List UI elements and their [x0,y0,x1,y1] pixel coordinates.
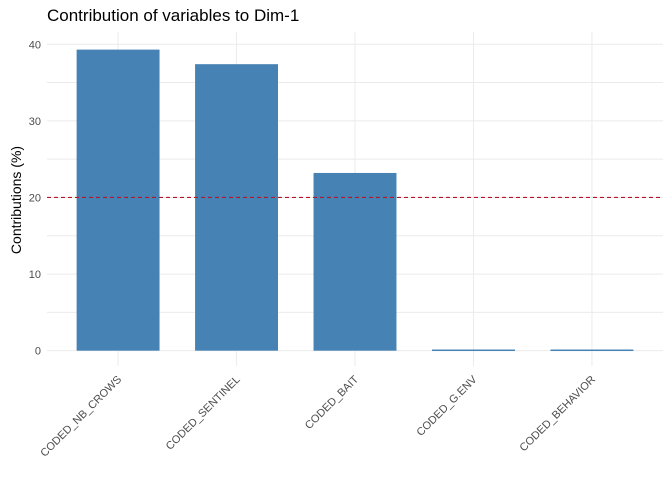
x-tick-label: CODED_NB_CROWS [38,374,124,460]
bar-coded-sentinel [195,64,278,351]
chart-title: Contribution of variables to Dim-1 [47,6,299,25]
x-tick-label: CODED_BAIT [303,373,361,431]
y-tick-label: 40 [29,39,41,51]
bar-coded-behavior [550,349,634,352]
y-tick-label: 10 [29,269,41,281]
x-tick-label: CODED_G.ENV [414,373,480,439]
y-axis-title: Contributions (%) [8,146,24,254]
y-tick-label: 30 [29,116,41,128]
bars-group [76,49,634,352]
y-tick-label: 0 [35,346,41,358]
x-tick-label: CODED_SENTINEL [164,374,243,453]
x-tick-labels: CODED_NB_CROWS CODED_SENTINEL CODED_BAIT CO… [38,373,598,459]
bar-coded-g-env [432,349,515,352]
x-tick-label: CODED_BEHAVIOR [518,374,599,455]
y-tick-label: 20 [29,192,41,204]
bar-coded-bait [313,172,397,351]
y-tick-labels: 0 10 20 30 40 [29,39,41,357]
bar-coded-nb-crows [76,49,160,351]
